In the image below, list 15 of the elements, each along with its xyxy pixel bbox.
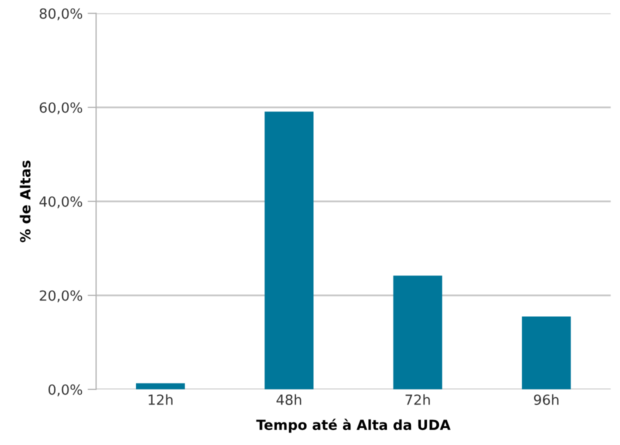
x-tick-label: 96h	[534, 394, 558, 405]
y-tick-label: 80,0%	[40, 8, 82, 20]
x-tick-label: 48h	[276, 394, 302, 405]
bar	[393, 276, 442, 390]
y-tick-label: 20,0%	[40, 290, 82, 302]
y-tick-label: 60,0%	[40, 102, 82, 114]
y-tick-label: 0,0%	[48, 384, 82, 396]
y-axis-title: % de Altas	[20, 160, 31, 242]
x-axis-title: Tempo até à Alta da UDA	[256, 418, 451, 433]
y-tick-label: 40,0%	[39, 196, 82, 208]
bar	[136, 383, 185, 390]
bar	[522, 316, 571, 390]
x-tick-label: 12h	[148, 394, 172, 405]
x-tick-label: 72h	[406, 394, 430, 405]
bar	[264, 112, 314, 390]
